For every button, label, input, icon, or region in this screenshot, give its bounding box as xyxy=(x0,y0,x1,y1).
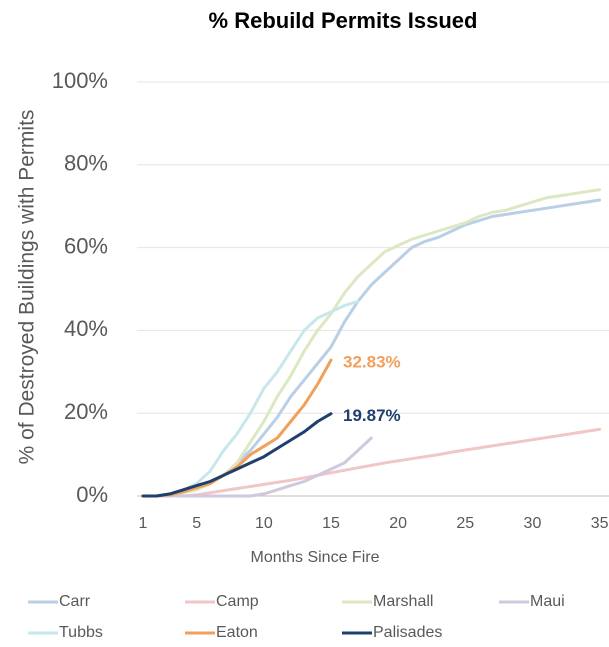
x-tick-label: 15 xyxy=(322,515,340,532)
x-tick-label: 30 xyxy=(524,515,542,532)
y-tick-label: 40% xyxy=(64,316,108,341)
legend-label: Carr xyxy=(59,593,91,610)
x-tick-label: 20 xyxy=(389,515,407,532)
x-tick-label: 25 xyxy=(456,515,474,532)
y-tick-label: 100% xyxy=(52,68,108,93)
y-tick-label: 80% xyxy=(64,151,108,176)
legend-label: Maui xyxy=(530,593,565,610)
chart-title: % Rebuild Permits Issued xyxy=(209,8,478,33)
legend: Carr Camp Marshall Maui Tubbs Eaton Palisades xyxy=(28,593,565,641)
y-tick-label: 60% xyxy=(64,233,108,258)
value-label: 19.87% xyxy=(343,406,401,425)
y-axis-label: % of Destroyed Buildings with Permits xyxy=(16,110,39,465)
x-tick-label: 5 xyxy=(192,515,201,532)
grid xyxy=(137,81,609,497)
legend-label: Tubbs xyxy=(59,624,103,641)
legend-label: Palisades xyxy=(373,624,442,641)
x-axis-label: Months Since Fire xyxy=(251,549,380,566)
labels: 0%20%40%60%80%100%1 5 10 15 20 25 30 3532.83%19… xyxy=(52,68,609,532)
value-label: 32.83% xyxy=(343,353,401,372)
x-tick-label: 10 xyxy=(255,515,273,532)
y-tick-label: 0% xyxy=(76,482,108,507)
legend-label: Eaton xyxy=(216,624,258,641)
plot-area xyxy=(141,188,602,498)
legend-label: Marshall xyxy=(373,593,433,610)
series-line xyxy=(141,198,602,498)
series-line xyxy=(141,427,602,498)
x-tick-label: 35 xyxy=(591,515,609,532)
series-line xyxy=(141,412,333,498)
legend-label: Camp xyxy=(216,593,259,610)
x-tick-label: 1 xyxy=(139,515,148,532)
series-line xyxy=(141,436,373,498)
series-line xyxy=(141,188,602,498)
y-tick-label: 20% xyxy=(64,399,108,424)
